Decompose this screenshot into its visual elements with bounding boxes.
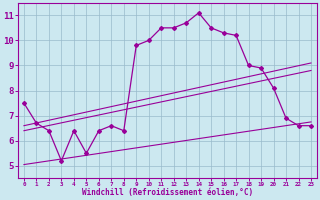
X-axis label: Windchill (Refroidissement éolien,°C): Windchill (Refroidissement éolien,°C) bbox=[82, 188, 253, 197]
